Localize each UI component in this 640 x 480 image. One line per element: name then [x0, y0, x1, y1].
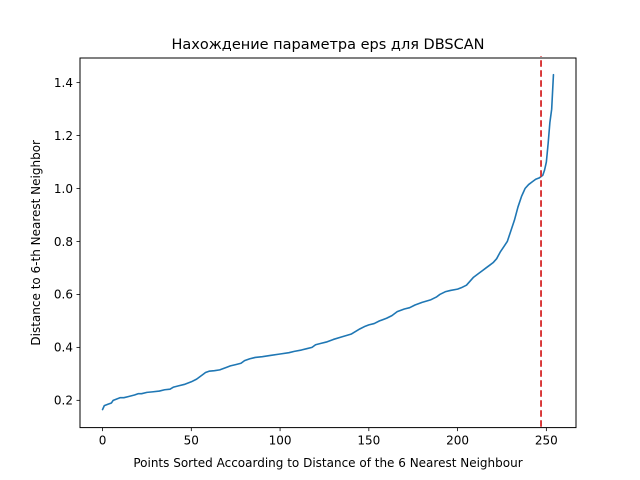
axes-frame — [79, 57, 577, 429]
y-tick-label: 0.8 — [54, 235, 73, 249]
x-tick-label: 0 — [99, 434, 107, 448]
y-tick-label: 0.6 — [54, 288, 73, 302]
x-axis-label: Points Sorted Accoarding to Distance of … — [133, 456, 522, 470]
y-tick-label: 1.0 — [54, 182, 73, 196]
y-tick-label: 0.4 — [54, 341, 73, 355]
x-axis: 0 50 100 150 200 250 — [99, 427, 558, 448]
y-tick-label: 1.2 — [54, 129, 73, 143]
chart-title: Нахождение параметра eps для DBSCAN — [171, 37, 484, 53]
y-tick-label: 1.4 — [54, 76, 73, 90]
y-axis: 0.2 0.4 0.6 0.8 1.0 1.2 1.4 — [54, 76, 80, 408]
x-tick-label: 250 — [535, 434, 558, 448]
y-axis-label: Distance to 6-th Nearest Neighbor — [29, 140, 43, 346]
x-tick-label: 150 — [357, 434, 380, 448]
x-tick-label: 200 — [446, 434, 469, 448]
x-tick-label: 100 — [269, 434, 292, 448]
x-tick-label: 50 — [184, 434, 199, 448]
series-line — [101, 73, 555, 411]
y-tick-label: 0.2 — [54, 394, 73, 408]
plot-area — [101, 56, 555, 427]
